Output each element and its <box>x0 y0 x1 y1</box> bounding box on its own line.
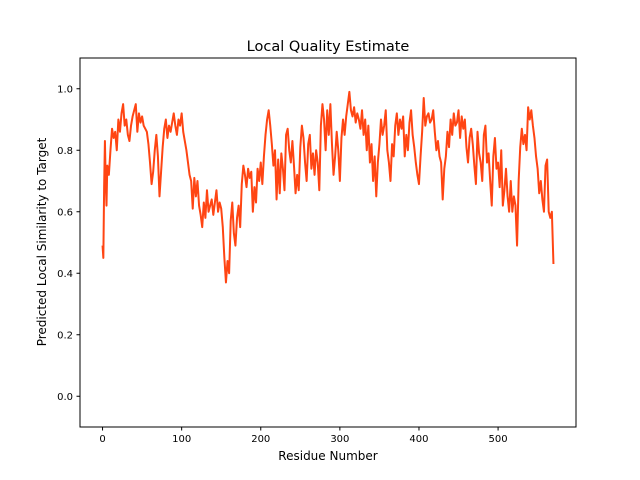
y-tick-label: 0.2 <box>57 330 73 341</box>
y-tick-label: 0.6 <box>57 207 73 218</box>
y-tick-label: 0.4 <box>57 269 73 280</box>
y-tick-label: 0.8 <box>57 146 73 157</box>
y-tick-label: 0.0 <box>57 392 73 403</box>
x-tick-label: 200 <box>251 434 270 445</box>
x-tick-label: 300 <box>330 434 349 445</box>
axes-frame <box>79 57 577 428</box>
y-tick-label: 1.0 <box>57 84 73 95</box>
x-tick-label: 0 <box>99 434 105 445</box>
y-axis-label: Predicted Local Similarity to Target <box>35 137 49 346</box>
x-tick-label: 500 <box>489 434 508 445</box>
chart-title: Local Quality Estimate <box>247 39 410 55</box>
plot-area: 0 100 200 300 400 500 0.0 0.2 0.4 0.6 0.8 1.0 <box>57 57 577 445</box>
x-axis-label: Residue Number <box>278 449 377 463</box>
x-tick-label: 400 <box>409 434 428 445</box>
series-line-0 <box>101 90 555 284</box>
x-tick-label: 100 <box>172 434 191 445</box>
